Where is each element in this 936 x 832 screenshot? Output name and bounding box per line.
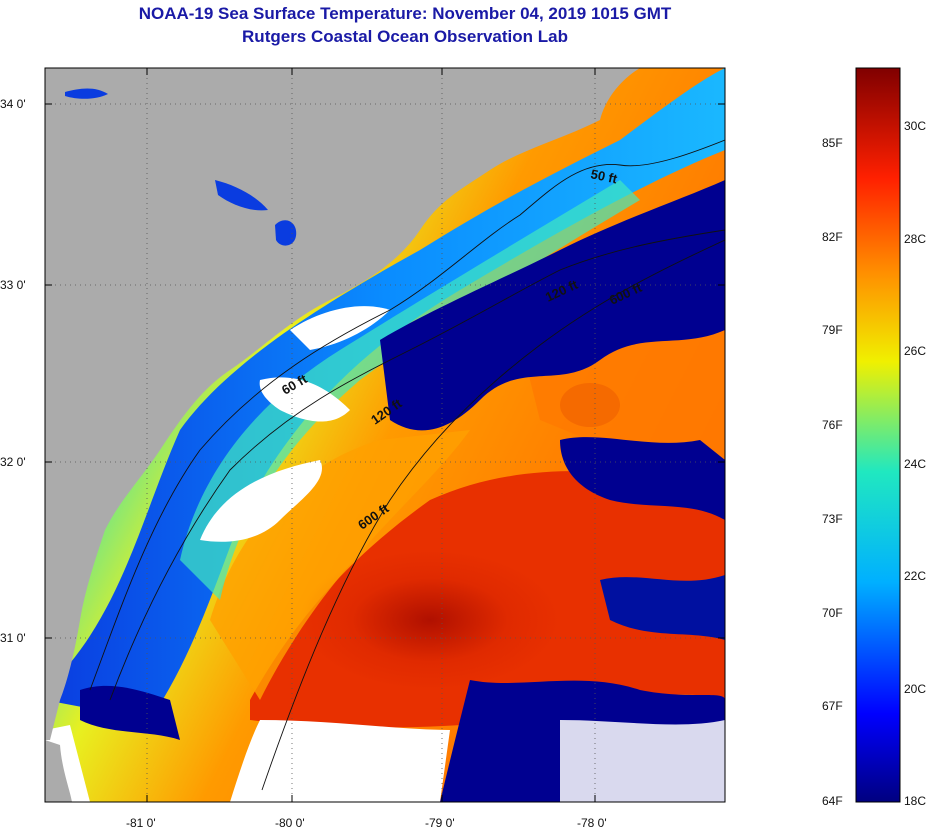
colorbar-c-label: 28C xyxy=(904,232,927,246)
hot-core xyxy=(300,550,560,690)
nearshore-cyan xyxy=(180,180,640,600)
cold-patch xyxy=(80,685,180,740)
lake xyxy=(275,220,297,246)
colorbar-f-label: 79F xyxy=(822,323,843,337)
map-frame xyxy=(44,67,726,803)
cloud-area xyxy=(200,460,322,542)
land-mass xyxy=(45,740,72,802)
colorbar-f-label: 82F xyxy=(822,230,843,244)
cold-patch xyxy=(560,437,725,520)
lake xyxy=(65,88,108,99)
lat-label: 34 0' xyxy=(0,97,26,111)
cold-patch xyxy=(600,575,725,640)
lon-label: -78 0' xyxy=(577,816,607,830)
cold-patch xyxy=(380,180,725,431)
lon-label: -81 0' xyxy=(126,816,156,830)
lake xyxy=(215,180,268,211)
colorbar-c-label: 24C xyxy=(904,457,927,471)
contour-50ft xyxy=(89,139,725,691)
cloud-area xyxy=(560,720,725,802)
contour-label: 50 ft xyxy=(589,166,619,186)
map-title: NOAA-19 Sea Surface Temperature: Novembe… xyxy=(138,4,672,23)
contour-120ft xyxy=(109,229,725,701)
lat-label: 31 0' xyxy=(0,631,26,645)
colorbar-f-label: 73F xyxy=(822,512,843,526)
lat-label: 33 0' xyxy=(0,278,26,292)
lat-label: 32 0' xyxy=(0,455,26,469)
colorbar-f-label: 76F xyxy=(822,418,843,432)
cloud-area xyxy=(259,377,350,422)
colorbar-c-label: 18C xyxy=(904,794,927,808)
colorbar xyxy=(855,67,901,803)
colorbar-f-label: 64F xyxy=(822,794,843,808)
colorbar-f-label: 85F xyxy=(822,136,843,150)
colorbar-c-label: 22C xyxy=(904,569,927,583)
map-subtitle: Rutgers Coastal Ocean Observation Lab xyxy=(242,27,568,46)
colorbar-c-label: 26C xyxy=(904,344,927,358)
colorbar-f-label: 70F xyxy=(822,606,843,620)
cloud-area xyxy=(230,720,450,802)
lon-label: -79 0' xyxy=(425,816,455,830)
colorbar-f-label: 67F xyxy=(822,699,843,713)
lon-label: -80 0' xyxy=(275,816,305,830)
land-mass xyxy=(45,68,640,740)
colorbar-c-label: 30C xyxy=(904,119,927,133)
cloud-area xyxy=(290,306,390,350)
orange-band xyxy=(210,430,470,700)
contour-600ft xyxy=(261,239,725,791)
colorbar-c-label: 20C xyxy=(904,682,927,696)
